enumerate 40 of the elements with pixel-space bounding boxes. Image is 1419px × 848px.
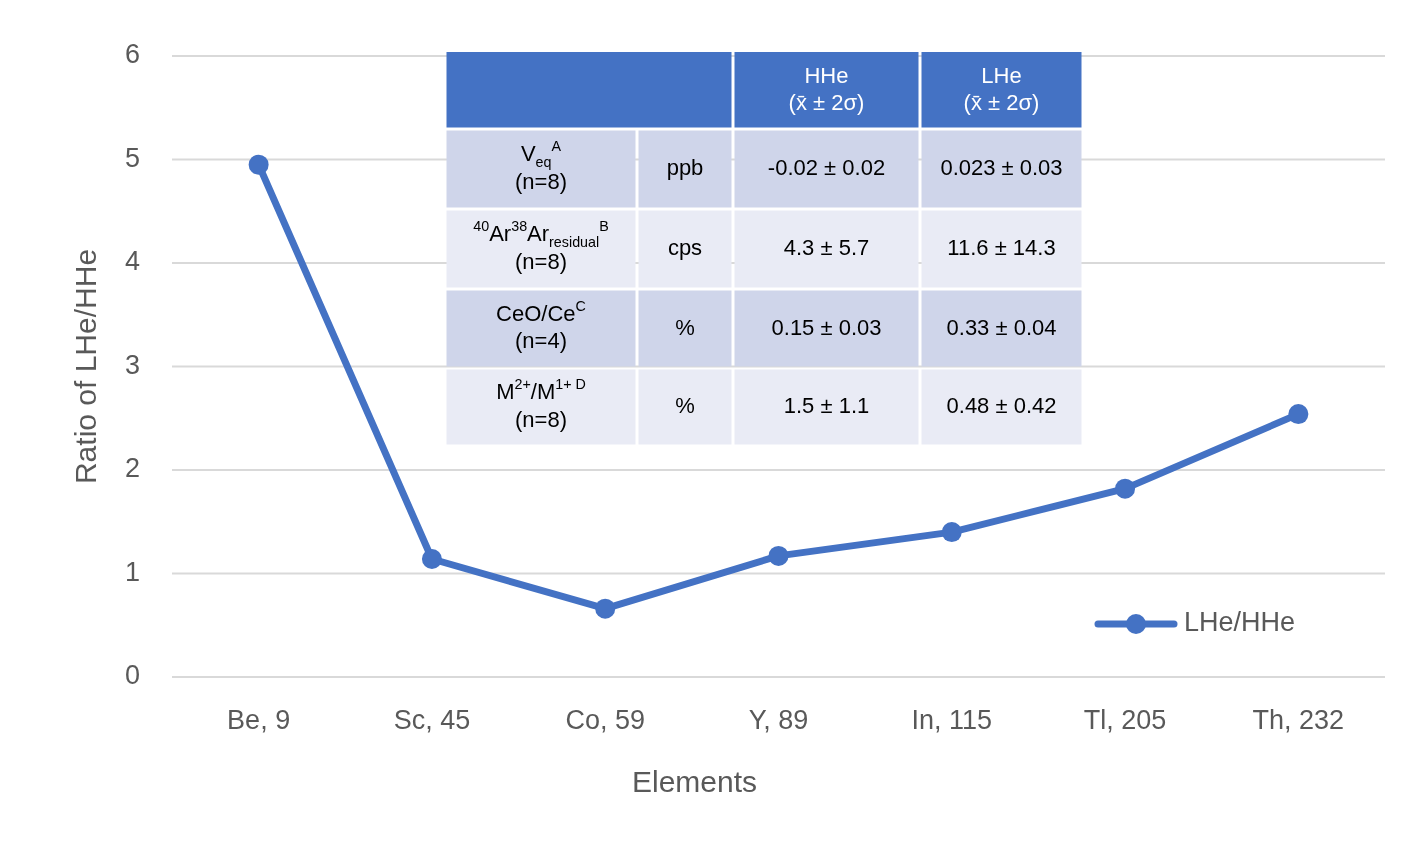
annotation: 11.6 ± 14.3 <box>947 234 1056 260</box>
annotation: ppb <box>666 154 704 180</box>
point <box>248 154 269 175</box>
annotation: % <box>675 392 695 418</box>
x-tick-label: In, 115 <box>911 705 993 736</box>
x-axis-title: Elements <box>631 764 758 798</box>
annotation: M$^{2+}$/M$^{1+ D}$ (n=8) <box>496 376 586 432</box>
y-tick-label: 6 <box>124 39 140 70</box>
y-tick-label: 0 <box>124 660 140 691</box>
point <box>768 545 789 566</box>
legend-label: LHe/HHe <box>1184 607 1296 638</box>
x-tick-label: Th, 232 <box>1252 705 1345 736</box>
y-axis-title: Ratio of LHe/HHe <box>68 248 102 485</box>
annotation: 4.3 ± 5.7 <box>783 234 870 260</box>
annotation: 0.33 ± 0.04 <box>946 314 1057 340</box>
x-tick-label: Sc, 45 <box>393 705 471 736</box>
annotation: 1.5 ± 1.1 <box>783 392 870 418</box>
annotation: cps <box>667 234 703 260</box>
x-tick-label: Y, 89 <box>748 705 809 736</box>
y-tick-label: 2 <box>124 453 140 484</box>
y-tick-label: 5 <box>124 142 140 173</box>
x-tick-label: Co, 59 <box>565 705 645 736</box>
point <box>1288 404 1309 425</box>
point <box>941 522 962 543</box>
annotation: 0.15 ± 0.03 <box>771 314 882 340</box>
annotation: % <box>675 314 695 340</box>
x-tick-label: Be, 9 <box>227 705 291 736</box>
point <box>595 598 616 619</box>
point <box>421 549 442 570</box>
annotation: 0.48 ± 0.42 <box>946 392 1057 418</box>
y-tick-label: 4 <box>124 246 140 277</box>
annotation: -0.02 ± 0.02 <box>767 154 886 180</box>
y-tick-label: 3 <box>124 349 140 380</box>
annotation: 0.023 ± 0.03 <box>940 154 1063 180</box>
annotation: CeO/Ce$^{C}$ (n=4) <box>496 297 586 354</box>
y-tick-label: 1 <box>124 556 140 587</box>
point <box>1115 478 1136 499</box>
annotation: LHe (x̄ ± 2σ) <box>963 62 1040 116</box>
x-tick-label: Tl, 205 <box>1083 705 1167 736</box>
annotation: HHe (x̄ ± 2σ) <box>788 62 865 116</box>
